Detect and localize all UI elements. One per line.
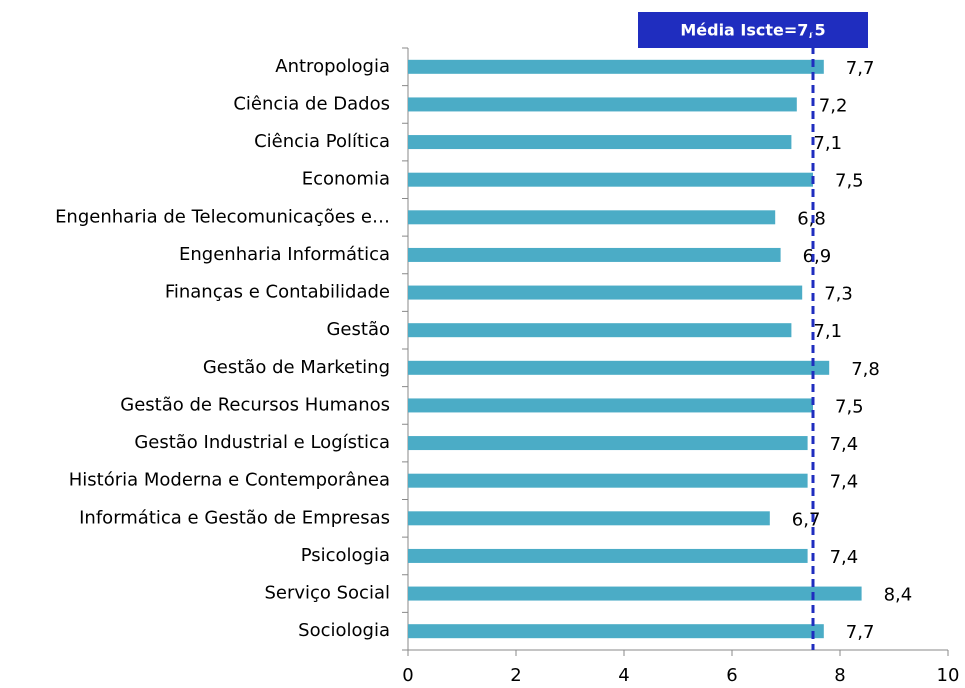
x-tick-label: 6 [726,665,737,686]
category-label: História Moderna e Contemporânea [69,470,390,491]
bar [408,285,803,300]
category-label: Psicologia [301,545,390,566]
category-label: Gestão Industrial e Logística [134,432,390,453]
bar [408,323,792,338]
value-label: 6,9 [803,246,832,267]
bar [408,247,781,262]
category-label: Ciência de Dados [233,93,390,114]
x-tick-label: 4 [618,665,629,686]
value-label: 8,4 [884,585,913,606]
value-label: 7,4 [830,472,859,493]
category-label: Ciência Política [254,131,390,152]
value-label: 7,7 [846,622,875,643]
bar [408,511,770,526]
category-label: Gestão de Marketing [203,357,390,378]
reference-label: Média Iscte=7,5 [680,21,825,40]
value-label: 7,1 [813,133,842,154]
value-label: 7,5 [835,396,864,417]
reference-label-box [638,12,868,48]
bar [408,548,808,563]
category-label: Gestão de Recursos Humanos [120,394,390,415]
value-label: 7,5 [835,171,864,192]
x-tick-label: 10 [937,665,960,686]
bar [408,210,776,225]
bar [408,59,824,74]
bar [408,398,813,413]
category-label: Gestão [326,319,390,340]
value-label: 7,1 [813,321,842,342]
x-tick-label: 8 [834,665,845,686]
x-tick-label: 0 [402,665,413,686]
category-label: Sociologia [298,620,390,641]
category-label: Engenharia de Telecomunicações e… [55,206,390,227]
category-label: Antropologia [275,56,390,77]
value-label: 7,4 [830,434,859,455]
bar [408,624,824,639]
value-label: 7,7 [846,58,875,79]
value-label: 7,3 [824,284,853,305]
x-tick-label: 2 [510,665,521,686]
bar [408,172,813,187]
category-label: Finanças e Contabilidade [165,282,390,303]
category-label: Economia [302,169,390,190]
value-label: 7,4 [830,547,859,568]
bar [408,97,797,112]
bar [408,586,862,601]
bar [408,360,830,375]
category-label: Engenharia Informática [179,244,390,265]
category-label: Serviço Social [264,583,390,604]
value-label: 6,7 [792,509,821,530]
category-label: Informática e Gestão de Empresas [79,507,390,528]
value-label: 7,2 [819,95,848,116]
bar [408,473,808,488]
bar [408,436,808,451]
value-label: 7,8 [851,359,880,380]
bar [408,135,792,150]
